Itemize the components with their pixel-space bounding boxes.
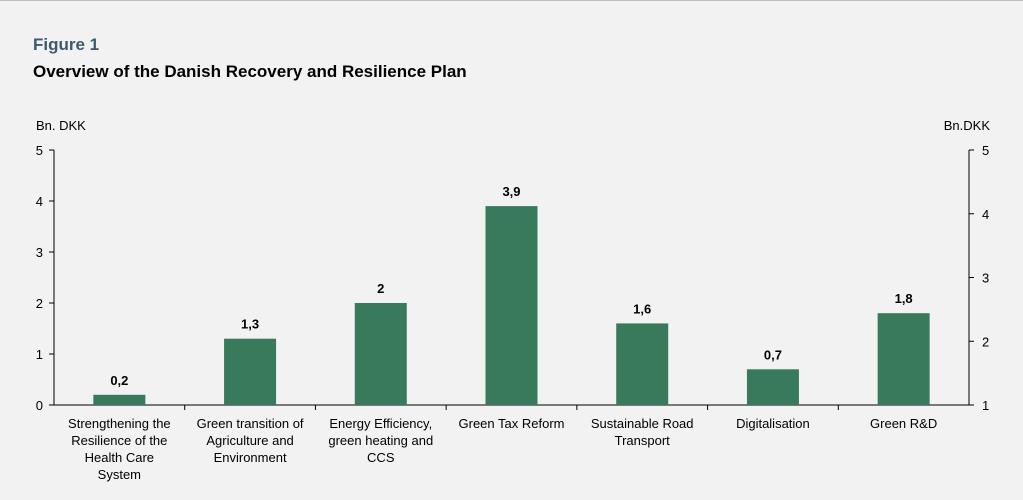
category-label: Digitalisation <box>736 416 810 431</box>
bar <box>354 303 407 405</box>
y-tick-label-left: 5 <box>36 143 43 158</box>
category-label: System <box>98 467 141 482</box>
category-label: Environment <box>214 450 287 465</box>
y-tick-label-left: 4 <box>36 194 43 209</box>
category-label: Green Tax Reform <box>459 416 565 431</box>
figure-label: Figure 1 <box>33 35 100 54</box>
data-label: 2 <box>377 281 384 296</box>
y-tick-label-left: 1 <box>36 347 43 362</box>
bar <box>93 394 146 405</box>
data-label: 1,6 <box>633 301 651 316</box>
category-label: Agriculture and <box>206 433 293 448</box>
y-tick-label-left: 0 <box>36 398 43 413</box>
top-rule <box>0 0 1023 1</box>
category-label: Resilience of the <box>71 433 167 448</box>
y-tick-label-right: 4 <box>982 207 989 222</box>
y-tick-label-right: 3 <box>982 271 989 286</box>
category-label: green heating and <box>328 433 433 448</box>
category-label: Energy Efficiency, <box>329 416 432 431</box>
bar <box>224 338 277 405</box>
data-label: 1,8 <box>895 291 913 306</box>
category-label: CCS <box>367 450 395 465</box>
data-label: 1,3 <box>241 317 259 332</box>
y-tick-label-right: 2 <box>982 334 989 349</box>
figure-title: Overview of the Danish Recovery and Resi… <box>33 62 467 81</box>
category-label: Strengthening the <box>68 416 171 431</box>
category-label: Sustainable Road <box>591 416 694 431</box>
bar <box>616 323 669 405</box>
y-axis-label-right: Bn.DKK <box>944 118 991 133</box>
data-label: 0,2 <box>110 373 128 388</box>
bar <box>877 313 930 405</box>
y-tick-label-right: 5 <box>982 143 989 158</box>
bar <box>485 206 538 405</box>
y-tick-label-left: 3 <box>36 245 43 260</box>
data-label: 0,7 <box>764 347 782 362</box>
bar <box>746 369 799 405</box>
category-label: Green R&D <box>870 416 937 431</box>
category-label: Health Care <box>85 450 154 465</box>
y-tick-label-left: 2 <box>36 296 43 311</box>
category-label: Green transition of <box>197 416 304 431</box>
y-tick-label-right: 1 <box>982 398 989 413</box>
data-label: 3,9 <box>502 184 520 199</box>
y-axis-label-left: Bn. DKK <box>36 118 86 133</box>
category-label: Transport <box>615 433 671 448</box>
